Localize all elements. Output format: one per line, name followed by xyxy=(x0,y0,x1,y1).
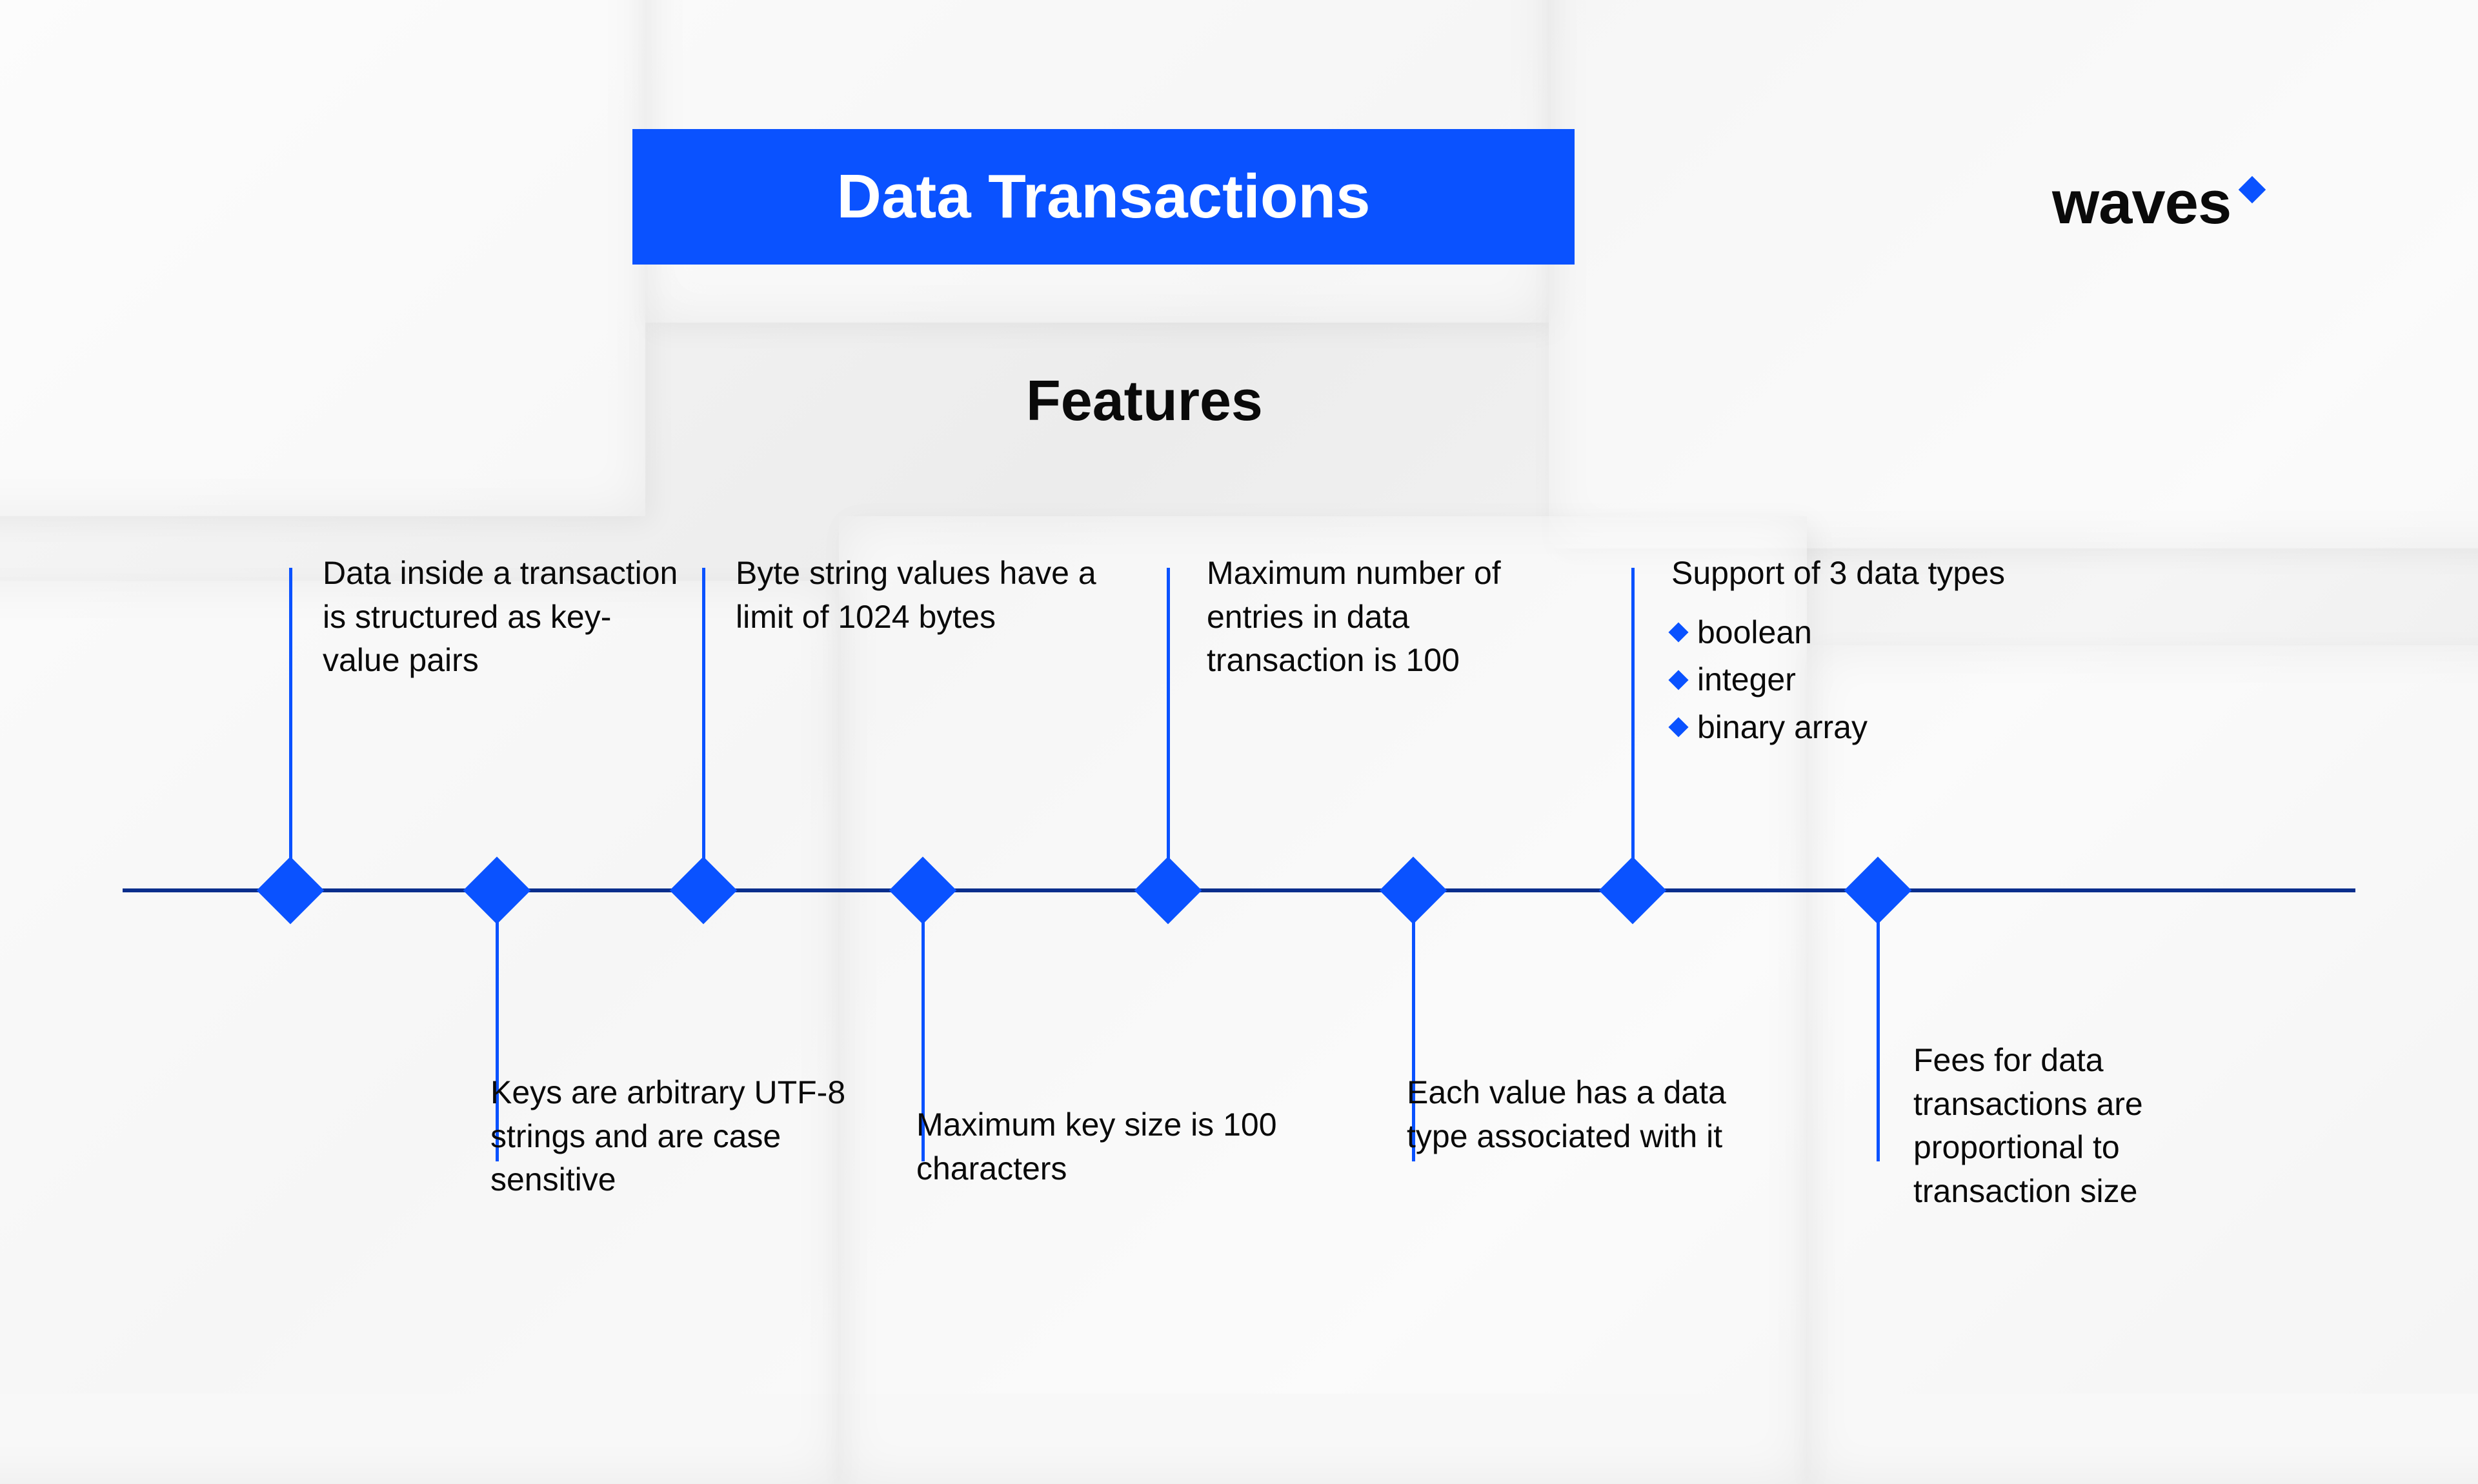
bullet-diamond-icon xyxy=(1668,717,1688,737)
feature-label: Byte string values have a limit of 1024 … xyxy=(736,552,1097,639)
diamond-icon xyxy=(2239,176,2266,203)
bullet-list: booleanintegerbinary array xyxy=(1671,611,2005,750)
feature-text: Support of 3 data types booleanintegerbin… xyxy=(1671,552,2005,749)
feature-text: Data inside a transaction is structured … xyxy=(323,552,684,683)
feature-label: Each value has a data type associated wi… xyxy=(1407,1071,1768,1158)
feature-label: Maximum number of entries in data transa… xyxy=(1207,552,1568,683)
feature-label: Fees for data transactions are proportio… xyxy=(1913,1039,2275,1213)
feature-text: Keys are arbitrary UTF-8 strings and are… xyxy=(490,1071,852,1202)
infographic-canvas: Data Transactions Features waves Data in… xyxy=(0,0,2478,1394)
connector-line xyxy=(702,568,705,890)
feature-label: Keys are arbitrary UTF-8 strings and are… xyxy=(490,1071,852,1202)
feature-label: Support of 3 data types xyxy=(1671,552,2005,596)
bullet-item: integer xyxy=(1671,658,2005,702)
bullet-diamond-icon xyxy=(1668,670,1688,690)
feature-text: Maximum number of entries in data transa… xyxy=(1207,552,1568,683)
feature-text: Maximum key size is 100 characters xyxy=(916,1103,1278,1190)
feature-text: Fees for data transactions are proportio… xyxy=(1913,1039,2275,1213)
subtitle-text: Features xyxy=(1026,368,1263,432)
title-banner: Data Transactions xyxy=(632,129,1575,265)
brand-logo: waves xyxy=(2052,168,2262,237)
bullet-label: binary array xyxy=(1697,706,1868,750)
logo-text: waves xyxy=(2052,168,2231,237)
feature-text: Each value has a data type associated wi… xyxy=(1407,1071,1768,1158)
connector-line xyxy=(1167,568,1170,890)
bullet-label: boolean xyxy=(1697,611,1812,655)
bg-block xyxy=(0,0,645,516)
timeline-axis xyxy=(123,888,2355,892)
feature-text: Byte string values have a limit of 1024 … xyxy=(736,552,1097,639)
connector-line xyxy=(289,568,292,890)
bullet-diamond-icon xyxy=(1668,623,1688,643)
bullet-item: binary array xyxy=(1671,706,2005,750)
bullet-item: boolean xyxy=(1671,611,2005,655)
bullet-label: integer xyxy=(1697,658,1796,702)
bg-block xyxy=(1549,0,2478,548)
connector-line xyxy=(1877,890,1880,1161)
feature-label: Maximum key size is 100 characters xyxy=(916,1103,1278,1190)
bg-block xyxy=(0,581,839,1484)
connector-line xyxy=(1631,568,1635,890)
title-text: Data Transactions xyxy=(837,161,1371,232)
subtitle: Features xyxy=(1026,368,1263,434)
feature-label: Data inside a transaction is structured … xyxy=(323,552,684,683)
